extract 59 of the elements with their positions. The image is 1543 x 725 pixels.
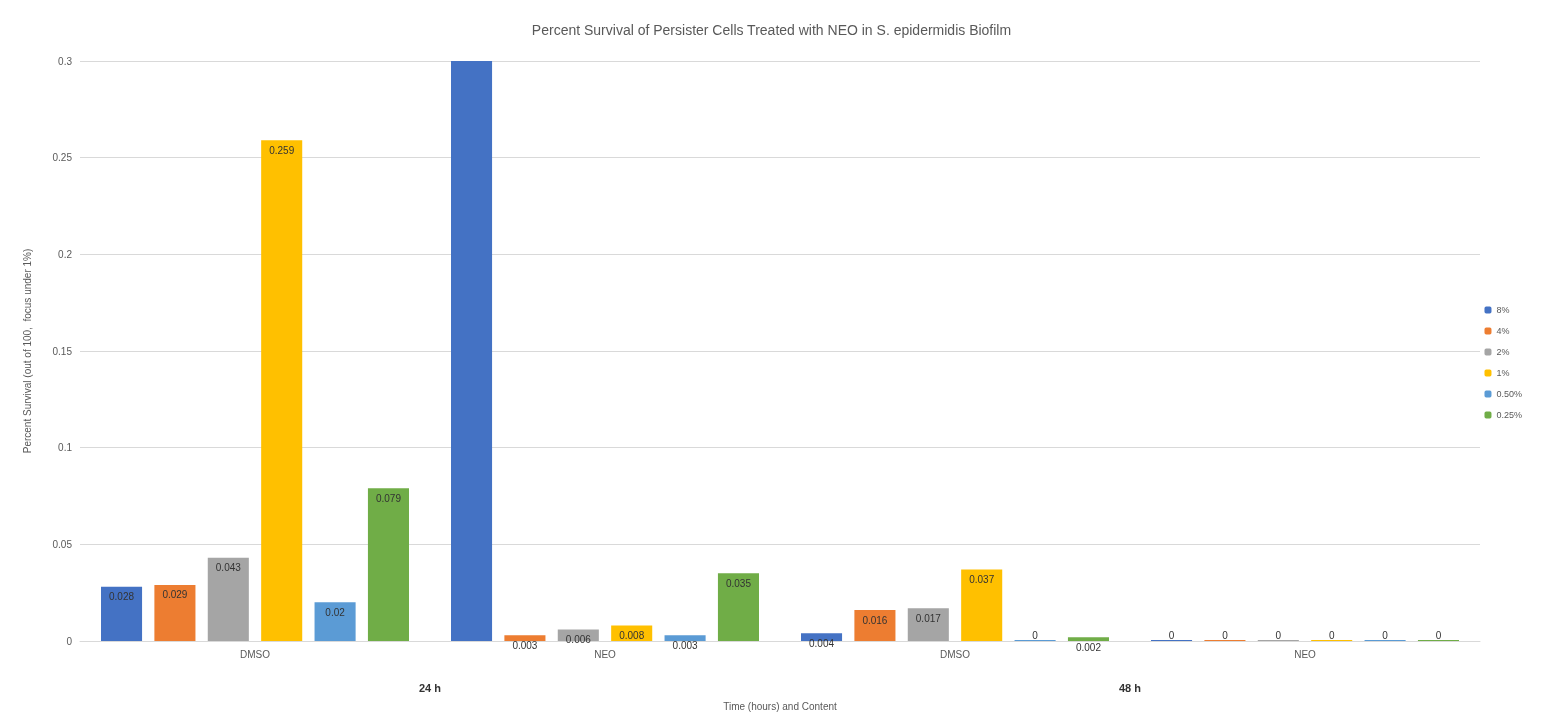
bar (451, 61, 493, 641)
legend-label: 8% (1496, 305, 1510, 315)
data-label: 0.004 (809, 637, 835, 649)
data-label: 0 (1328, 629, 1335, 641)
legend-label: 4% (1496, 326, 1510, 336)
data-label: 0.028 (109, 591, 135, 603)
y-tick-label: 0.15 (52, 345, 73, 357)
y-tick-label: 0.25 (52, 152, 73, 164)
bar (717, 573, 759, 641)
bar (907, 608, 949, 641)
y-tick-label: 0.05 (52, 538, 73, 550)
data-label: 0.003 (512, 639, 538, 651)
y-tick-label: 0.3 (58, 55, 73, 67)
x-tick-label: DMSO (940, 648, 971, 660)
y-tick-label: 0.1 (58, 442, 73, 454)
data-label: 0 (1032, 629, 1039, 641)
x-tick-label: NEO (1294, 648, 1317, 660)
legend-label: 0.25% (1496, 410, 1523, 420)
bar (261, 140, 303, 641)
data-label: 0.043 (215, 562, 242, 574)
bar (1067, 637, 1109, 641)
bar (367, 488, 409, 641)
data-label: 0.017 (915, 612, 942, 624)
data-label: 0 (1435, 629, 1442, 641)
bar (154, 584, 196, 641)
bar (101, 586, 143, 641)
data-label: 0.008 (619, 630, 645, 642)
data-label: 0 (1382, 629, 1389, 641)
data-label: 0 (1275, 629, 1282, 641)
bar (664, 635, 706, 641)
bar (504, 635, 546, 641)
text: 48 h (1118, 681, 1142, 694)
bar (854, 610, 896, 641)
data-label: 0.02 (325, 606, 346, 618)
bar (314, 602, 356, 641)
chart-title: Percent Survival of Persister Cells Treated with NEO in S. epidermidis Biofilm (531, 22, 1012, 38)
data-label: 0.259 (269, 144, 295, 156)
data-label: 0 (1222, 629, 1229, 641)
legend-label: 2% (1496, 347, 1510, 357)
bar (801, 633, 843, 641)
x-tick-label: NEO (594, 648, 617, 660)
data-label: 0.037 (969, 573, 995, 585)
x-tick-label: DMSO (240, 648, 271, 660)
data-label: 0.002 (1075, 641, 1102, 653)
data-label: 0.079 (375, 492, 402, 504)
text: 24 h (418, 681, 442, 694)
data-label: 0.016 (862, 614, 888, 626)
data-label: 0 (1168, 629, 1175, 641)
y-tick-label: 0.2 (58, 248, 73, 260)
data-label: 0.029 (162, 589, 188, 601)
y-axis-title: Percent Survival (out of 100, focus under 1%) (21, 248, 33, 454)
legend-label: 1% (1496, 368, 1510, 378)
data-label: 0.035 (725, 577, 752, 589)
bar (207, 557, 249, 641)
bar (961, 569, 1003, 641)
x-axis-title: Time (hours) and Content (723, 700, 837, 712)
legend-label: 0.50% (1496, 389, 1523, 399)
y-tick-label: 0 (66, 635, 73, 647)
data-label: 0.003 (672, 639, 699, 651)
